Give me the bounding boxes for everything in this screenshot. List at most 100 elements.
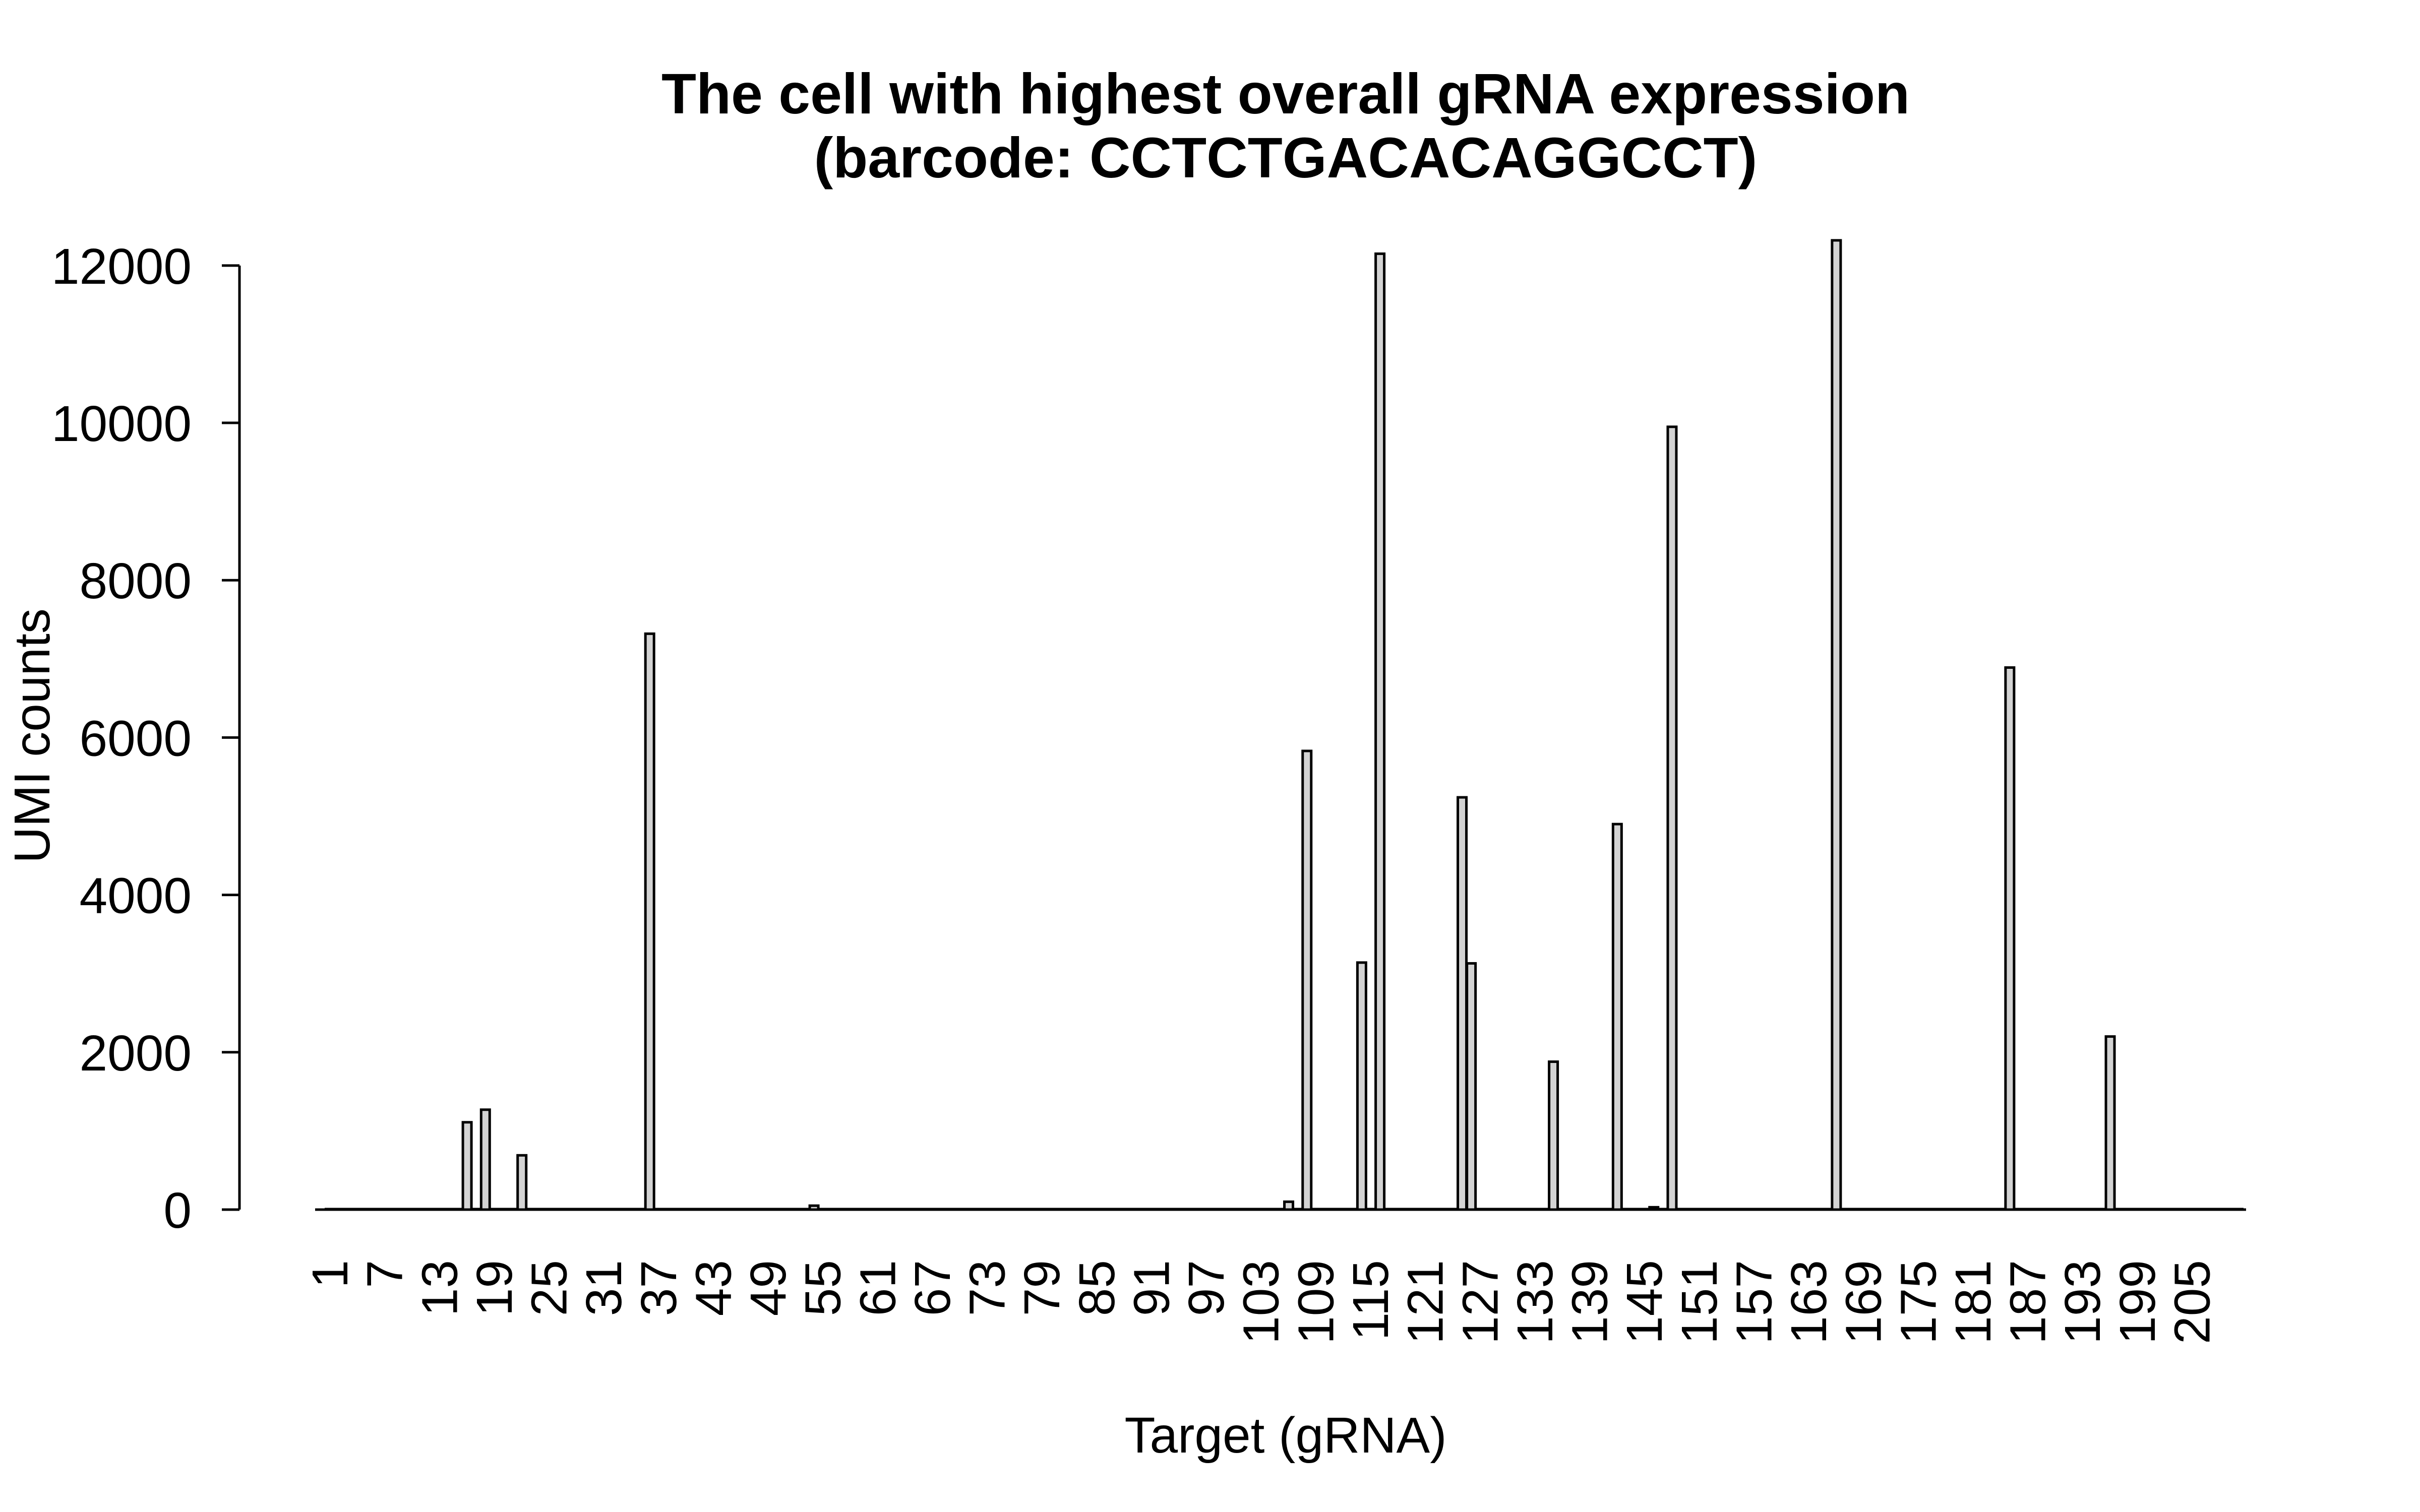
bar-target-12 bbox=[425, 1208, 437, 1211]
bar-target-4 bbox=[352, 1208, 364, 1211]
bar-target-180 bbox=[1958, 1208, 1970, 1211]
bar-target-82 bbox=[1064, 1208, 1075, 1211]
bar-target-19 bbox=[489, 1208, 500, 1211]
bar-target-86 bbox=[1100, 1208, 1112, 1211]
bar-target-150 bbox=[1684, 1208, 1696, 1211]
bar-target-193 bbox=[2077, 1208, 2089, 1211]
bar-target-120 bbox=[1411, 1208, 1422, 1211]
bar-target-122 bbox=[1429, 1208, 1440, 1211]
bar-target-174 bbox=[1904, 1208, 1915, 1211]
bar-target-11 bbox=[416, 1208, 428, 1211]
x-tick-label: 181 bbox=[1945, 1260, 2002, 1344]
bar-target-78 bbox=[1027, 1208, 1039, 1211]
bar-target-83 bbox=[1073, 1208, 1084, 1211]
bar-target-37 bbox=[653, 1208, 664, 1211]
bar-target-16 bbox=[461, 1121, 473, 1211]
bar-target-10 bbox=[406, 1208, 418, 1211]
bar-target-190 bbox=[2049, 1208, 2061, 1211]
x-tick-label: 109 bbox=[1288, 1260, 1344, 1344]
chart-subtitle: (barcode: CCTCTGACACAGGCCT) bbox=[814, 126, 1758, 190]
x-tick-label: 61 bbox=[850, 1260, 906, 1316]
bar-target-66 bbox=[918, 1208, 929, 1211]
x-tick-label: 169 bbox=[1836, 1260, 1892, 1344]
x-tick-label: 157 bbox=[1726, 1260, 1782, 1344]
bar-target-2 bbox=[334, 1208, 345, 1211]
bar-target-79 bbox=[1037, 1208, 1048, 1211]
bar-target-206 bbox=[2196, 1208, 2207, 1211]
bar-target-54 bbox=[808, 1204, 820, 1211]
bar-target-207 bbox=[2205, 1208, 2216, 1211]
x-tick-label: 25 bbox=[521, 1260, 578, 1316]
bar-target-87 bbox=[1110, 1208, 1121, 1211]
bar-target-170 bbox=[1867, 1208, 1879, 1211]
bar-target-69 bbox=[945, 1208, 957, 1211]
bar-target-1 bbox=[325, 1208, 336, 1211]
bar-target-173 bbox=[1895, 1208, 1906, 1211]
bar-target-201 bbox=[2150, 1208, 2162, 1211]
bar-target-147 bbox=[1657, 1208, 1669, 1211]
y-tick-label: 2000 bbox=[80, 1025, 192, 1082]
bar-target-9 bbox=[397, 1208, 409, 1211]
bar-target-171 bbox=[1876, 1208, 1888, 1211]
bar-target-25 bbox=[543, 1208, 555, 1211]
bar-target-17 bbox=[470, 1208, 482, 1211]
bar-target-56 bbox=[826, 1208, 838, 1211]
bar-target-182 bbox=[1977, 1208, 1988, 1211]
bar-target-21 bbox=[507, 1208, 519, 1211]
bar-target-14 bbox=[443, 1208, 455, 1211]
bar-target-210 bbox=[2232, 1208, 2244, 1211]
bar-target-118 bbox=[1393, 1208, 1404, 1211]
x-tick-label: 43 bbox=[685, 1260, 742, 1316]
bar-target-177 bbox=[1931, 1208, 1943, 1211]
bar-target-195 bbox=[2095, 1208, 2107, 1211]
bar-target-44 bbox=[717, 1208, 729, 1211]
bar-target-104 bbox=[1264, 1208, 1276, 1211]
x-tick-label: 55 bbox=[795, 1260, 852, 1316]
bar-target-27 bbox=[562, 1208, 573, 1211]
bar-target-99 bbox=[1219, 1208, 1231, 1211]
bar-target-101 bbox=[1237, 1208, 1249, 1211]
bar-target-41 bbox=[690, 1208, 701, 1211]
bar-target-98 bbox=[1210, 1208, 1222, 1211]
bar-target-61 bbox=[872, 1208, 884, 1211]
bar-target-138 bbox=[1575, 1208, 1587, 1211]
bar-target-55 bbox=[817, 1208, 829, 1211]
bar-target-188 bbox=[2031, 1208, 2043, 1211]
x-tick-label: 67 bbox=[904, 1260, 961, 1316]
bar-target-181 bbox=[1967, 1208, 1979, 1211]
bar-target-39 bbox=[672, 1208, 683, 1211]
bar-target-119 bbox=[1402, 1208, 1413, 1211]
x-tick-label: 85 bbox=[1069, 1260, 1125, 1316]
bar-target-205 bbox=[2187, 1208, 2198, 1211]
bar-target-155 bbox=[1730, 1208, 1742, 1211]
bar-target-49 bbox=[763, 1208, 774, 1211]
bar-target-52 bbox=[790, 1208, 802, 1211]
bar-target-175 bbox=[1913, 1208, 1924, 1211]
bar-target-74 bbox=[991, 1208, 1002, 1211]
bar-target-192 bbox=[2068, 1208, 2080, 1211]
bar-target-45 bbox=[726, 1208, 738, 1211]
bar-target-89 bbox=[1128, 1208, 1139, 1211]
chart-title: The cell with highest overall gRNA expre… bbox=[661, 62, 1910, 125]
bar-target-105 bbox=[1274, 1208, 1285, 1211]
bar-target-197 bbox=[2113, 1208, 2125, 1211]
x-tick-label: 115 bbox=[1343, 1260, 1399, 1340]
bar-target-62 bbox=[881, 1208, 893, 1211]
y-axis-title: UMI counts bbox=[4, 608, 60, 863]
x-axis: 1713192531374349556167737985919710310911… bbox=[302, 1260, 2220, 1344]
x-tick-label: 145 bbox=[1616, 1260, 1673, 1344]
x-tick-label: 199 bbox=[2109, 1260, 2166, 1344]
bar-target-136 bbox=[1557, 1208, 1568, 1211]
bar-target-144 bbox=[1630, 1208, 1642, 1211]
bar-target-68 bbox=[936, 1208, 948, 1211]
bar-target-149 bbox=[1675, 1208, 1687, 1211]
x-tick-label: 193 bbox=[2054, 1260, 2111, 1344]
bars bbox=[315, 239, 2246, 1211]
bar-target-142 bbox=[1611, 823, 1623, 1211]
y-tick-label: 10000 bbox=[51, 396, 192, 452]
x-tick-label: 205 bbox=[2164, 1260, 2220, 1344]
bar-target-36 bbox=[644, 632, 655, 1211]
bar-target-48 bbox=[753, 1208, 765, 1211]
